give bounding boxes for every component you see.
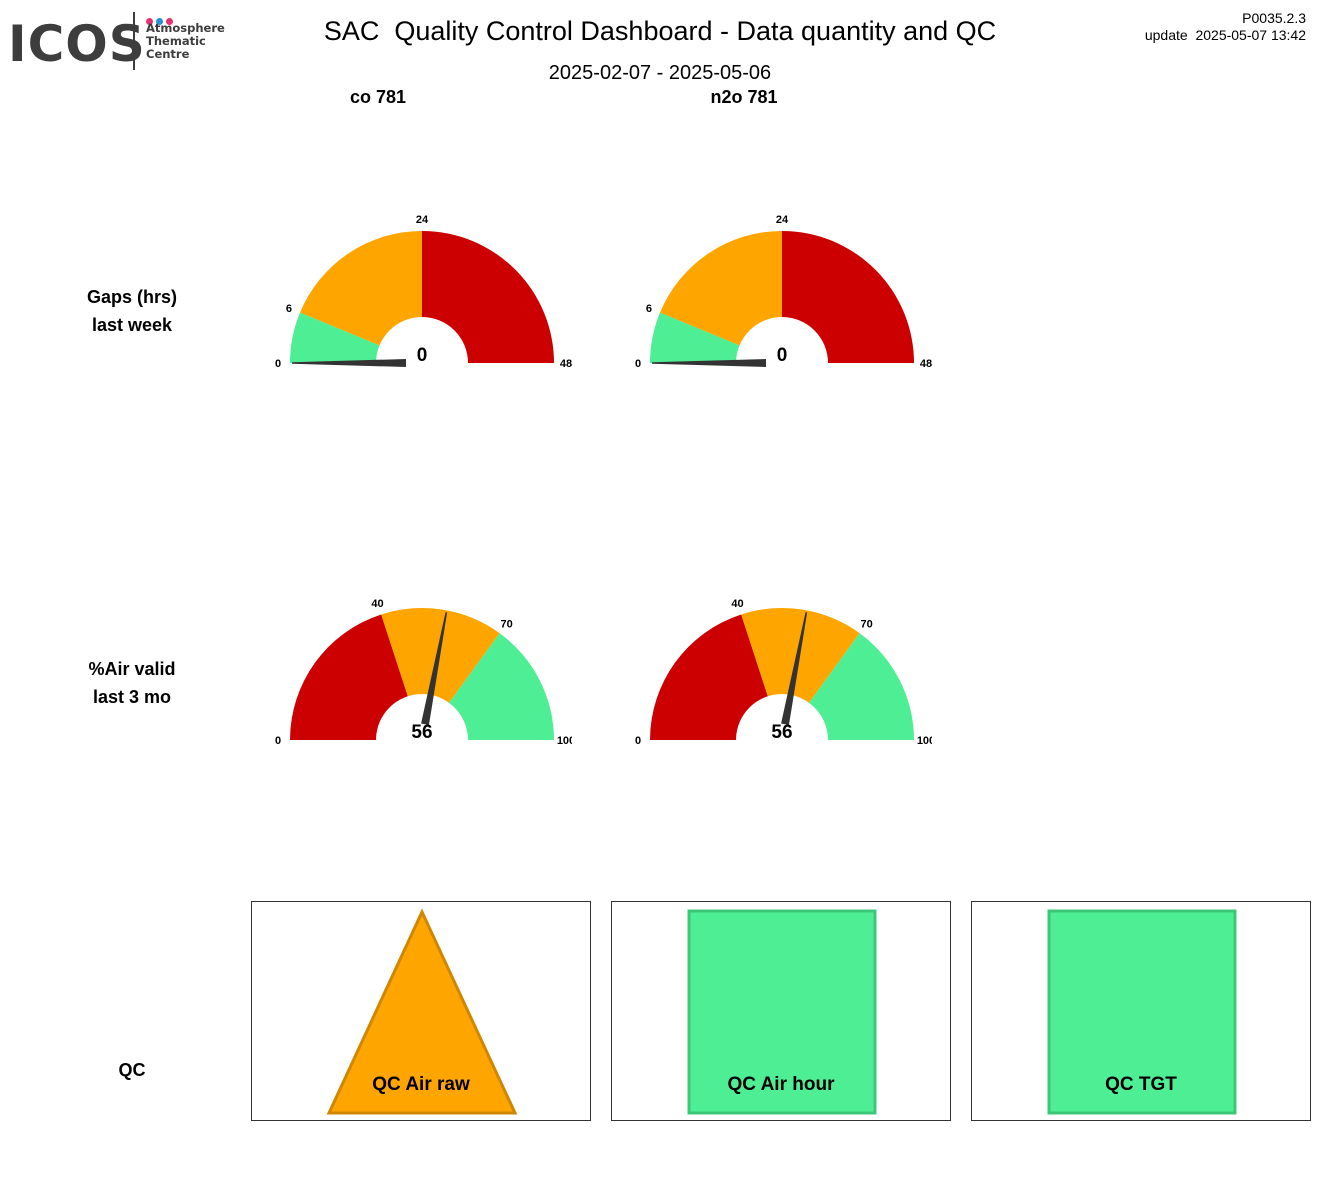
gauge-value-label: 56 [411, 722, 432, 743]
ok-square-icon [1047, 909, 1237, 1115]
row-label-line: Gaps (hrs) [86, 287, 178, 307]
gauge-tick-label: 40 [731, 598, 743, 610]
gauge-hub [736, 317, 828, 363]
gauge-tick-label: 0 [635, 735, 641, 747]
gauge-band-red [782, 231, 914, 363]
qc-label: QC TGT [1105, 1074, 1177, 1095]
logo-subtitle: Atmosphere Thematic Centre [146, 22, 225, 61]
row-label-line: %Air valid [88, 659, 176, 679]
logo-dot [166, 18, 173, 25]
gauge-hub [376, 694, 468, 740]
logo-line: Centre [146, 47, 190, 61]
gauge-band-orange [741, 607, 860, 740]
gauge-tick-label: 6 [286, 303, 292, 315]
gauge-value-label: 56 [771, 722, 792, 743]
gauge-needle [421, 612, 448, 726]
gauge-needle [652, 359, 766, 367]
gauge-tick-label: 40 [371, 598, 383, 610]
gauge-band-red [422, 231, 554, 363]
gauge-tick-label: 24 [776, 214, 789, 226]
gauge-tick-label: 70 [861, 619, 873, 631]
gauge-tick-label: 6 [646, 303, 652, 315]
row-label-qc: QC [118, 1060, 146, 1080]
row-label-line: last 3 mo [92, 687, 172, 707]
gauge-air-valid-co: 0 40 70 100 56 [275, 598, 572, 747]
logo-line: Atmosphere [146, 21, 225, 35]
logo-line: Thematic [146, 34, 206, 48]
version-info: P0035.2.3 update 2025-05-07 13:42 [1145, 10, 1306, 44]
logo-dot [156, 18, 163, 25]
date-range: 2025-02-07 - 2025-05-06 [548, 62, 772, 84]
gauge-tick-label: 0 [275, 358, 281, 370]
gauge-tick-label: 48 [560, 358, 572, 370]
qc-panel-tgt: QC TGT [971, 901, 1311, 1121]
row-label-line: last week [91, 315, 173, 335]
gauge-tick-label: 48 [920, 358, 932, 370]
logo-dots [146, 12, 176, 25]
logo-divider [133, 12, 135, 70]
update-timestamp: update 2025-05-07 13:42 [1144, 27, 1306, 43]
icos-logo: ICOS Atmosphere Thematic Centre [8, 10, 228, 74]
dashboard-title: SAC Quality Control Dashboard - Data qua… [323, 16, 997, 46]
gauge-tick-label: 100 [917, 735, 932, 747]
warning-triangle-icon [326, 908, 518, 1115]
column-heading-co: co 781 [349, 87, 407, 107]
gauge-gaps-n2o: 0 6 24 48 0 [635, 214, 932, 370]
logo-wordmark: ICOS [8, 15, 146, 73]
gauge-tick-label: 70 [501, 619, 513, 631]
gauge-tick-label: 24 [416, 214, 429, 226]
gauge-gaps-co: 0 6 24 48 0 [275, 214, 572, 370]
gauge-band-orange [381, 607, 500, 740]
logo-dot [146, 18, 153, 25]
qc-panel-air-hour: QC Air hour [611, 901, 951, 1121]
gauge-needle [781, 612, 808, 726]
gauge-needle [292, 359, 406, 367]
version-label: P0035.2.3 [1242, 10, 1306, 26]
qc-panel-air-raw: QC Air raw [251, 901, 591, 1121]
ok-square-icon [687, 909, 877, 1115]
gauge-value-label: 0 [777, 345, 788, 366]
gauge-hub [376, 317, 468, 363]
gauge-value-label: 0 [417, 345, 428, 366]
qc-label: QC Air raw [372, 1074, 470, 1095]
qc-label: QC Air hour [727, 1074, 835, 1095]
gauge-tick-label: 0 [635, 358, 641, 370]
gauge-tick-label: 100 [557, 735, 572, 747]
gauge-hub [736, 694, 828, 740]
row-label-air-valid: %Air valid last 3 mo [32, 655, 232, 711]
gauge-air-valid-n2o: 0 40 70 100 56 [635, 598, 932, 747]
gauge-tick-label: 0 [275, 735, 281, 747]
column-heading-n2o: n2o 781 [710, 87, 778, 107]
row-label-gaps: Gaps (hrs) last week [32, 283, 232, 339]
